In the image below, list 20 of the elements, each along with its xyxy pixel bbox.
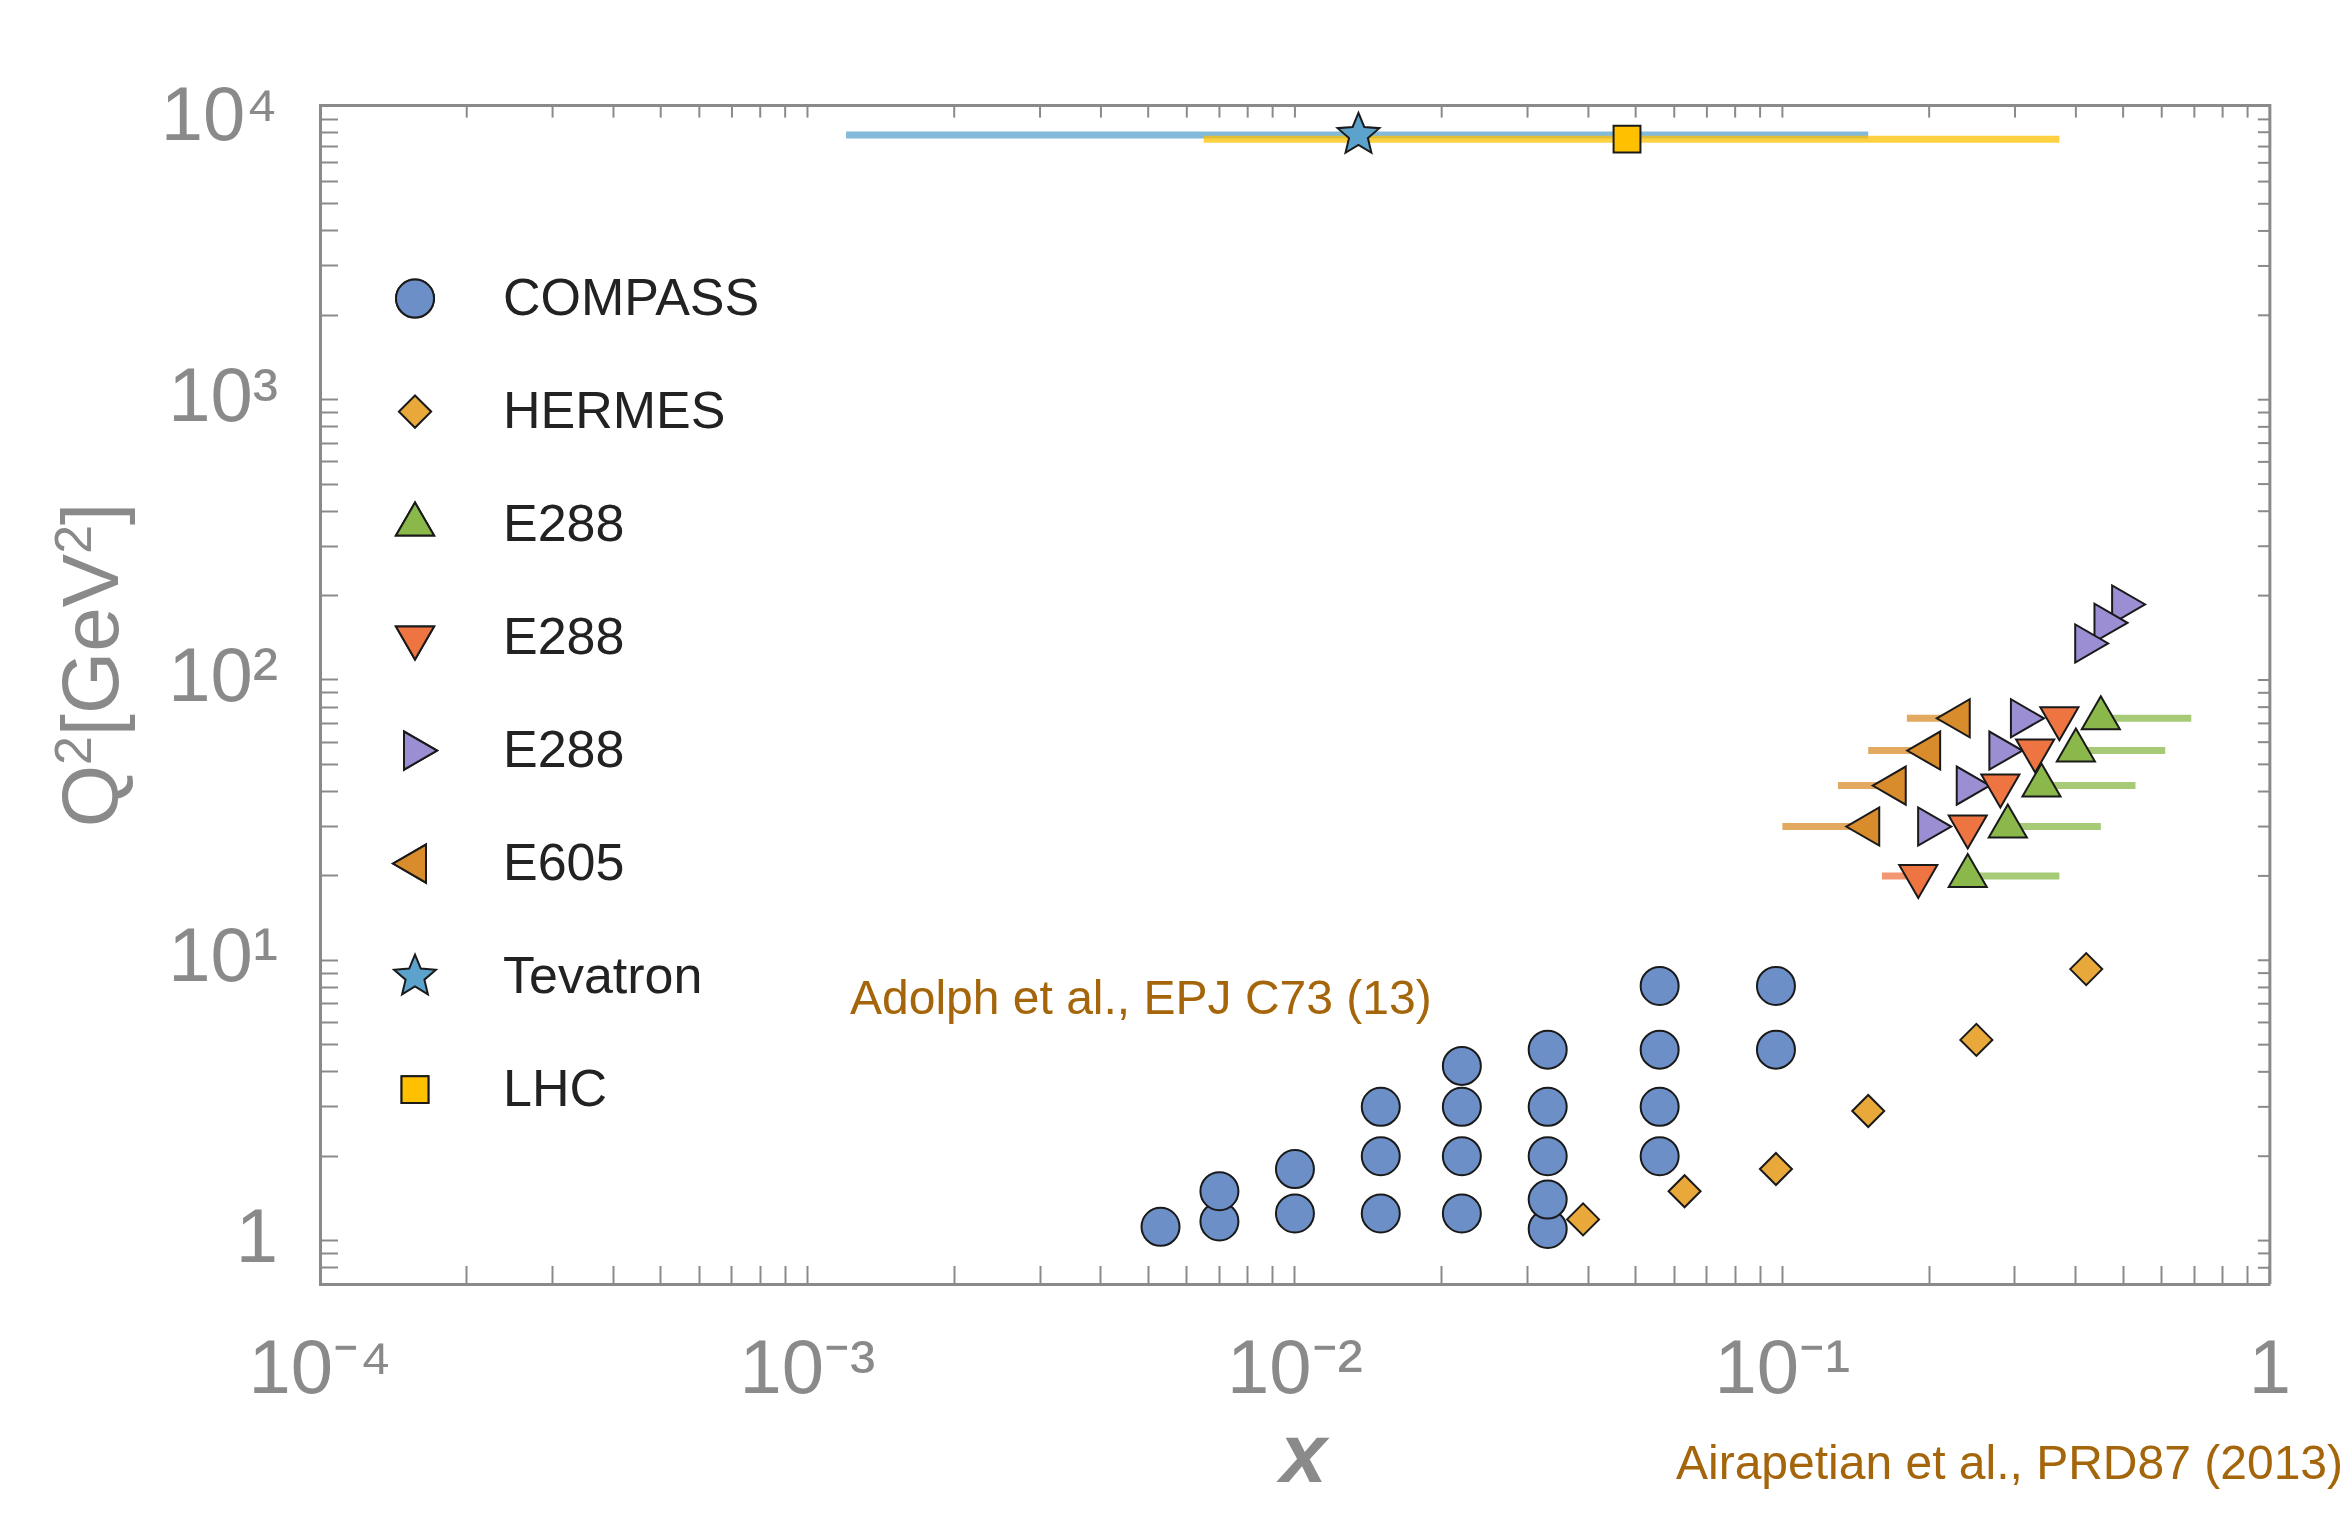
text: Airapetian et al., PRD87 (2013) [1675,1435,2343,1490]
y-tick-label: 1 [235,1192,278,1278]
legend-label: E288 [503,493,625,552]
legend-label: E288 [503,606,625,665]
x-tick-label: 10⁻² [1227,1323,1363,1409]
legend-label: Tevatron [503,945,703,1004]
x-tick-label: 1 [2248,1323,2292,1409]
annotation: Adolph et al., EPJ C73 (13) [850,970,1432,1025]
y-tick-label: 10³ [168,351,278,437]
y-tick-label: 10² [168,631,278,717]
legend-label: HERMES [503,380,726,439]
x-tick-label: 10⁻⁴ [248,1323,392,1409]
x-tick-label: 10⁻³ [739,1323,876,1409]
x-tick-label: 10⁻¹ [1714,1323,1851,1409]
y-tick-label: 10¹ [168,912,278,998]
legend-label: COMPASS [503,267,760,326]
legend-label: E288 [503,719,625,778]
legend-label: LHC [503,1058,608,1117]
legend-label: E605 [503,832,625,891]
y-tick-label: 10⁴ [160,71,278,157]
